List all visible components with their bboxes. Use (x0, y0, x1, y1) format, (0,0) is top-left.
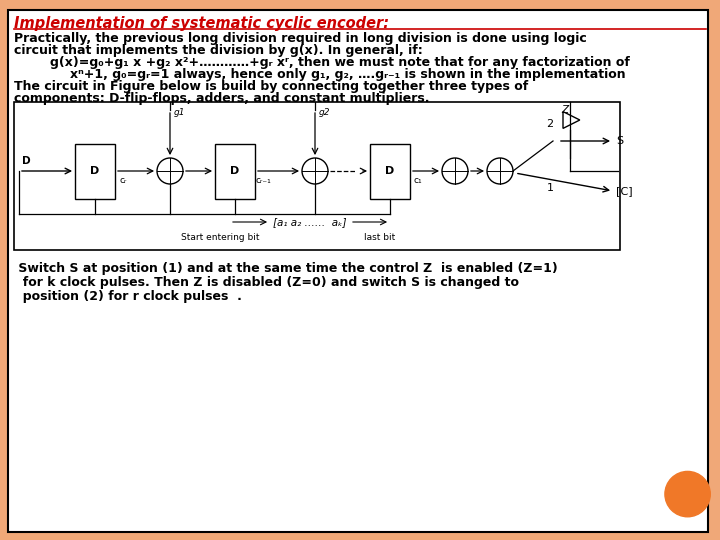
Text: cᵣ: cᵣ (120, 176, 127, 185)
Circle shape (442, 158, 468, 184)
Text: position (2) for r clock pulses  .: position (2) for r clock pulses . (14, 290, 242, 303)
Text: last bit: last bit (364, 233, 395, 242)
Text: Z: Z (562, 105, 569, 115)
Circle shape (487, 158, 513, 184)
Text: Practically, the previous long division required in long division is done using : Practically, the previous long division … (14, 32, 587, 45)
Text: g(x)=g₀+g₁ x +g₂ x²+…………+gᵣ xʳ, then we must note that for any factorization of: g(x)=g₀+g₁ x +g₂ x²+…………+gᵣ xʳ, then we … (50, 56, 630, 69)
Text: c₁: c₁ (414, 176, 423, 185)
Bar (370, 144, 410, 199)
Text: [C]: [C] (616, 186, 633, 196)
Circle shape (302, 158, 328, 184)
Text: D: D (91, 166, 99, 176)
Text: g2: g2 (319, 108, 330, 117)
Text: Start entering bit: Start entering bit (181, 233, 259, 242)
Bar (14, 102, 620, 250)
Text: circuit that implements the division by g(x). In general, if:: circuit that implements the division by … (14, 44, 423, 57)
Text: S: S (616, 136, 623, 146)
Bar (215, 144, 255, 199)
Polygon shape (563, 112, 580, 129)
Circle shape (665, 471, 710, 517)
Text: Implementation of systematic cyclic encoder:: Implementation of systematic cyclic enco… (14, 16, 389, 31)
Text: components: D-flip-flops, adders, and constant multipliers.: components: D-flip-flops, adders, and co… (14, 92, 430, 105)
Text: The circuit in Figure below is build by connecting together three types of: The circuit in Figure below is build by … (14, 80, 528, 93)
Text: [a₁ a₂ ……  aₖ]: [a₁ a₂ …… aₖ] (274, 217, 347, 227)
Text: g1: g1 (174, 108, 186, 117)
Text: D: D (22, 156, 30, 166)
Text: for k clock pulses. Then Z is disabled (Z=0) and switch S is changed to: for k clock pulses. Then Z is disabled (… (14, 276, 519, 289)
Text: 1: 1 (546, 183, 554, 193)
Text: cᵣ₋₁: cᵣ₋₁ (255, 176, 271, 185)
Text: D: D (385, 166, 395, 176)
Bar (75, 144, 115, 199)
Text: D: D (230, 166, 240, 176)
Circle shape (157, 158, 183, 184)
Text: Switch S at position (1) and at the same time the control Z  is enabled (Z=1): Switch S at position (1) and at the same… (14, 262, 558, 275)
Text: xⁿ+1, g₀=gᵣ=1 always, hence only g₁, g₂, ….gᵣ₋₁ is shown in the implementation: xⁿ+1, g₀=gᵣ=1 always, hence only g₁, g₂,… (70, 68, 626, 81)
Text: 2: 2 (546, 119, 554, 129)
